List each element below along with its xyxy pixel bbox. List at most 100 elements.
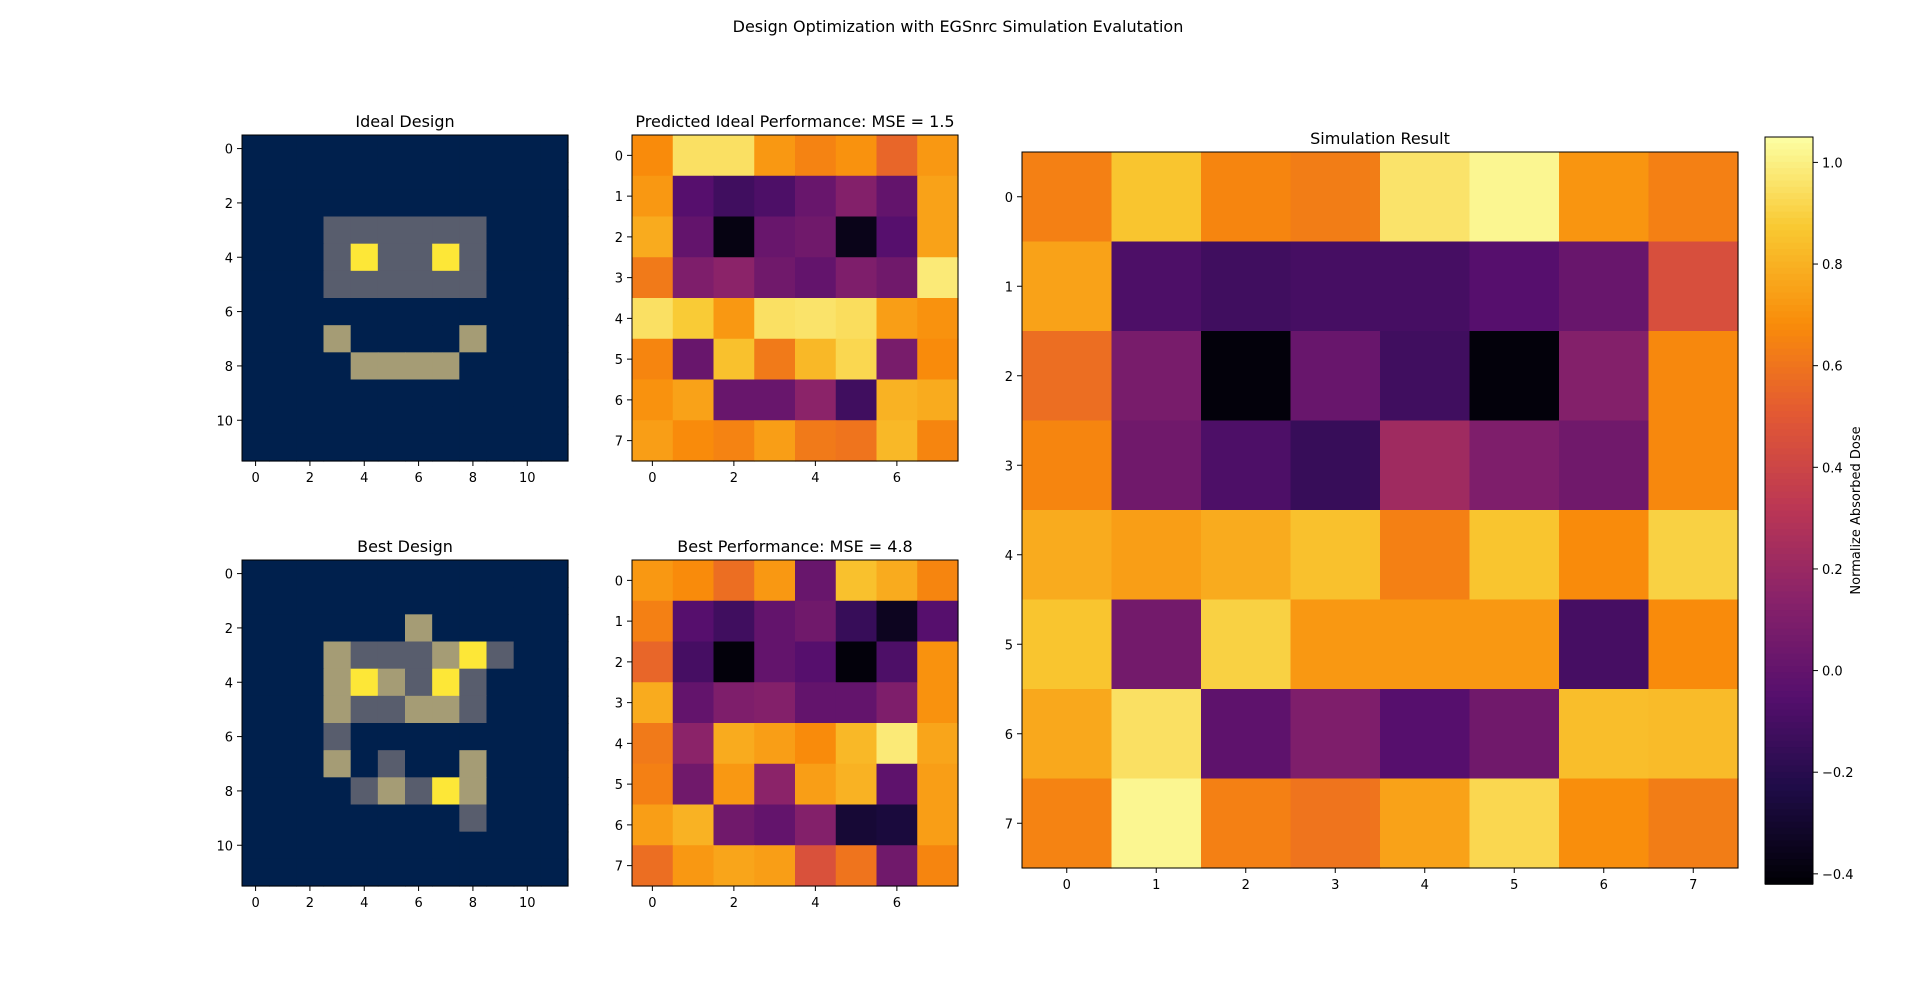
heatmap-cell	[486, 189, 515, 218]
colorbar-segment	[1765, 840, 1813, 848]
colorbar-segment	[1765, 666, 1813, 674]
heatmap-cell	[459, 804, 488, 833]
heatmap-cell	[1290, 241, 1381, 332]
heatmap-cell	[486, 750, 515, 778]
heatmap-cell	[540, 723, 569, 751]
heatmap-cell	[296, 831, 325, 860]
heatmap-cell	[513, 641, 542, 670]
x-tick-label: 6	[414, 471, 422, 486]
colorbar-segment	[1765, 659, 1813, 667]
heatmap-cell	[350, 216, 379, 245]
heatmap-cell	[835, 257, 878, 299]
heatmap-cell	[350, 298, 379, 326]
heatmap-cell	[1022, 778, 1113, 869]
heatmap-cell	[486, 406, 515, 435]
x-tick-label: 0	[1063, 878, 1071, 893]
heatmap-cell	[323, 723, 352, 751]
heatmap-cell	[432, 433, 460, 462]
heatmap-cell	[1022, 152, 1113, 243]
heatmap-cell	[1648, 510, 1739, 601]
y-tick-label: 5	[615, 778, 623, 793]
heatmap-cell	[377, 750, 406, 778]
heatmap-cell	[672, 723, 715, 765]
heatmap-cell	[1290, 420, 1381, 511]
colorbar-segment	[1765, 541, 1813, 549]
heatmap-cell	[269, 668, 297, 697]
heatmap-cell	[405, 189, 433, 218]
heatmap-cell	[323, 858, 352, 887]
heatmap-cell	[296, 216, 325, 245]
heatmap-cell	[269, 243, 297, 272]
heatmap-cell	[513, 587, 542, 615]
heatmap-cell	[405, 641, 433, 670]
heatmap-cell	[405, 804, 433, 833]
colorbar-segment	[1765, 161, 1813, 169]
heatmap-cell	[1201, 599, 1292, 690]
heatmap-cell	[486, 614, 515, 643]
heatmap-cell	[432, 804, 460, 833]
heatmap-cell	[713, 763, 755, 806]
heatmap-cell	[1648, 420, 1739, 511]
heatmap-cell	[486, 270, 515, 299]
colorbar-segment	[1765, 348, 1813, 356]
heatmap-cell	[835, 845, 878, 887]
heatmap-cell	[713, 338, 755, 381]
heatmap-cell	[432, 135, 460, 163]
colorbar-segment	[1765, 373, 1813, 381]
heatmap-cell	[242, 777, 270, 806]
heatmap-cell	[540, 325, 569, 353]
heatmap-cell	[835, 175, 878, 218]
colorbar-segment	[1765, 273, 1813, 281]
heatmap-cell	[269, 189, 297, 218]
heatmap-cell	[269, 587, 297, 615]
y-tick-label: 2	[1005, 370, 1013, 385]
heatmap-cell	[486, 325, 515, 353]
heatmap-cell	[876, 682, 918, 724]
heatmap-cell	[713, 560, 755, 602]
colorbar-segment	[1765, 585, 1813, 593]
heatmap-cell	[1111, 510, 1202, 601]
heatmap-cell	[432, 243, 460, 272]
heatmap-cell	[917, 560, 959, 602]
heatmap-cell	[350, 243, 379, 272]
colorbar-segment	[1765, 522, 1813, 530]
heatmap-cell	[1559, 152, 1650, 243]
heatmap-cell	[632, 298, 674, 340]
colorbar-segment	[1765, 622, 1813, 630]
colorbar-segment	[1765, 305, 1813, 313]
heatmap-cell	[350, 831, 379, 860]
heatmap-cell	[377, 804, 406, 833]
heatmap-cell	[377, 614, 406, 643]
heatmap-cell	[1380, 599, 1471, 690]
heatmap-cell	[917, 723, 959, 765]
heatmap-cell	[917, 135, 959, 177]
heatmap-cell	[672, 257, 715, 299]
colorbar-segment	[1765, 510, 1813, 518]
heatmap-cell	[323, 668, 352, 697]
heatmap-cell	[323, 750, 352, 778]
colorbar-segment	[1765, 535, 1813, 543]
heatmap-cell	[405, 325, 433, 353]
heatmap-cell	[296, 189, 325, 218]
heatmap-cell	[917, 257, 959, 299]
colorbar-segment	[1765, 479, 1813, 487]
y-tick-label: 10	[216, 839, 233, 854]
heatmap-cell	[432, 858, 460, 887]
heatmap-cell	[876, 298, 918, 340]
heatmap-cell	[513, 298, 542, 326]
heatmap-cell	[835, 723, 878, 765]
heatmap-cell	[432, 406, 460, 435]
axes-frame	[241, 559, 569, 887]
heatmap-cell	[1380, 510, 1471, 601]
panel-title: Best Design	[357, 537, 453, 556]
heatmap-cell	[754, 379, 796, 421]
x-tick-label: 6	[893, 896, 901, 911]
heatmap-cell	[672, 338, 715, 381]
heatmap-cell	[713, 257, 755, 299]
panel-title: Ideal Design	[355, 112, 454, 131]
heatmap-cell	[323, 162, 352, 190]
heatmap-cell	[486, 216, 515, 245]
colorbar-frame	[1764, 136, 1814, 885]
heatmap-cell	[459, 270, 488, 299]
colorbar-segment	[1765, 473, 1813, 481]
